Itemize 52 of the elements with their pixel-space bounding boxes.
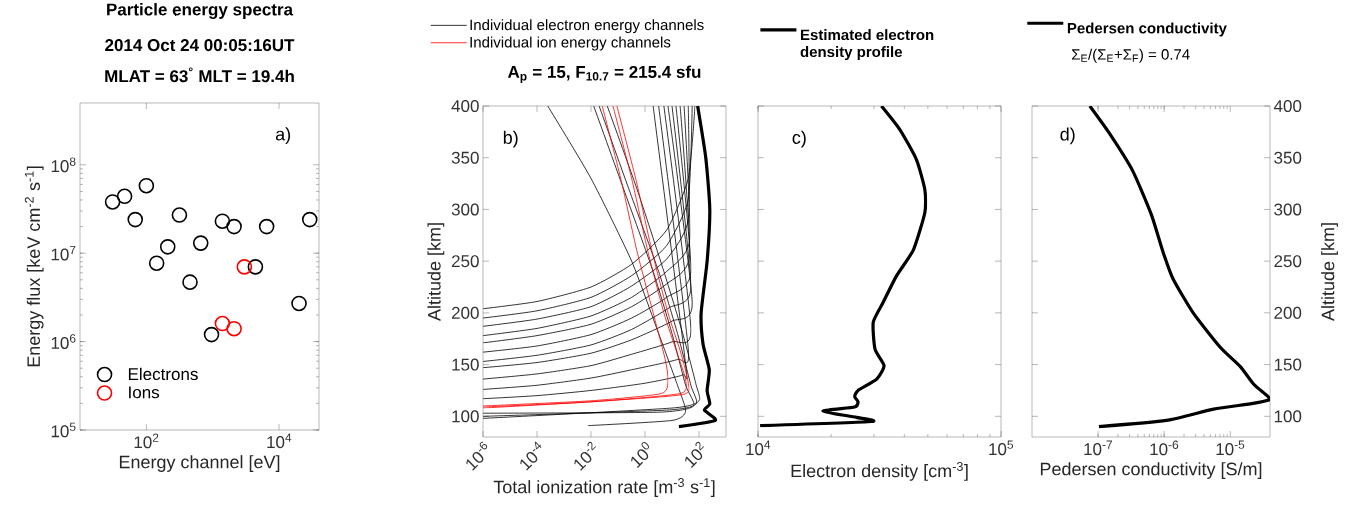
legend-label: Electrons — [128, 367, 198, 381]
y-tick-label: 250 — [451, 255, 479, 268]
annotation: b) — [503, 130, 518, 148]
annotation: c) — [792, 130, 806, 148]
x-tick-label: 10$^{0}$ — [631, 441, 650, 468]
text: Σ$_{E}$/(Σ$_{E}$+Σ$_{F}$) = 0.74 — [1072, 48, 1190, 63]
y-axis-title: Energy flux [keV cm$^{-2}$ s$^{-1}$] — [24, 166, 44, 367]
y-tick-label: 10$^{8}$ — [51, 157, 76, 173]
x-tick-label: 10$^{-6}$ — [466, 441, 488, 471]
x-tick-label: 10$^{-4}$ — [520, 441, 542, 471]
x-tick-label: 10$^{4}$ — [267, 433, 292, 449]
y-tick-label: 150 — [452, 358, 479, 371]
x-tick-label: 10$^{5}$ — [989, 440, 1014, 456]
x-tick-label: 10$^{-2}$ — [574, 441, 597, 471]
legend-label: Individual ion energy channels — [470, 36, 671, 51]
y-tick-label: 100 — [452, 410, 479, 423]
y2-tick-label: 350 — [1274, 151, 1302, 164]
y2-tick-label: 300 — [1274, 203, 1302, 216]
chart-title: Particle energy spectra — [107, 3, 294, 19]
y-tick-label: 10$^{6}$ — [51, 334, 76, 349]
y2-axis-title: Altitude [km] — [1321, 223, 1338, 321]
y-tick-label: 10$^{5}$ — [51, 422, 76, 438]
legend-label: Individual electron energy channels — [470, 19, 704, 34]
x-tick-label: 10$^{-5}$ — [1216, 440, 1245, 456]
y2-tick-label: 200 — [1274, 306, 1302, 319]
y-tick-label: 10$^{7}$ — [51, 245, 76, 261]
x-tick-label: 10$^{2}$ — [134, 433, 159, 449]
y2-tick-label: 250 — [1274, 255, 1302, 268]
legend-label: Ions — [129, 386, 160, 399]
legend-label: Pedersen conductivity — [1067, 22, 1227, 37]
x-tick-label: 10$^{-6}$ — [1150, 440, 1179, 456]
x-tick-label: 10$^{-7}$ — [1084, 440, 1112, 456]
annotation: d) — [1060, 127, 1075, 145]
y-tick-label: 200 — [451, 306, 479, 319]
x-axis-title: Energy channel [eV] — [119, 455, 280, 472]
y2-tick-label: 400 — [1273, 99, 1302, 113]
text: MLAT = 63$^{°}$ MLT = 19.4h — [105, 67, 294, 83]
chart-title: A$_{p}$ = 15, F$_{10.7}$ = 215.4 sfu — [507, 65, 701, 83]
chart-subtitle: 2014 Oct 24 00:05:16UT — [105, 39, 295, 52]
y2-tick-label: 150 — [1274, 358, 1302, 371]
y2-tick-label: 100 — [1274, 410, 1302, 423]
annotation: a) — [275, 127, 291, 145]
x-axis-title: Pedersen conductivity [S/m] — [1040, 462, 1262, 479]
y-tick-label: 400 — [451, 99, 479, 113]
y-axis-title: Altitude [km] — [427, 223, 445, 321]
x-axis-title: Electron density [cm$^{-3}$] — [791, 462, 968, 481]
y-tick-label: 300 — [451, 203, 479, 216]
y-tick-label: 350 — [451, 151, 479, 164]
x-tick-label: 10$^{4}$ — [746, 440, 771, 456]
x-tick-label: 10$^{2}$ — [685, 441, 705, 468]
x-axis-title: Total ionization rate [m$^{-3}$ s$^{-1}$] — [493, 478, 715, 497]
legend-label: Estimated electron density profile — [800, 29, 934, 61]
